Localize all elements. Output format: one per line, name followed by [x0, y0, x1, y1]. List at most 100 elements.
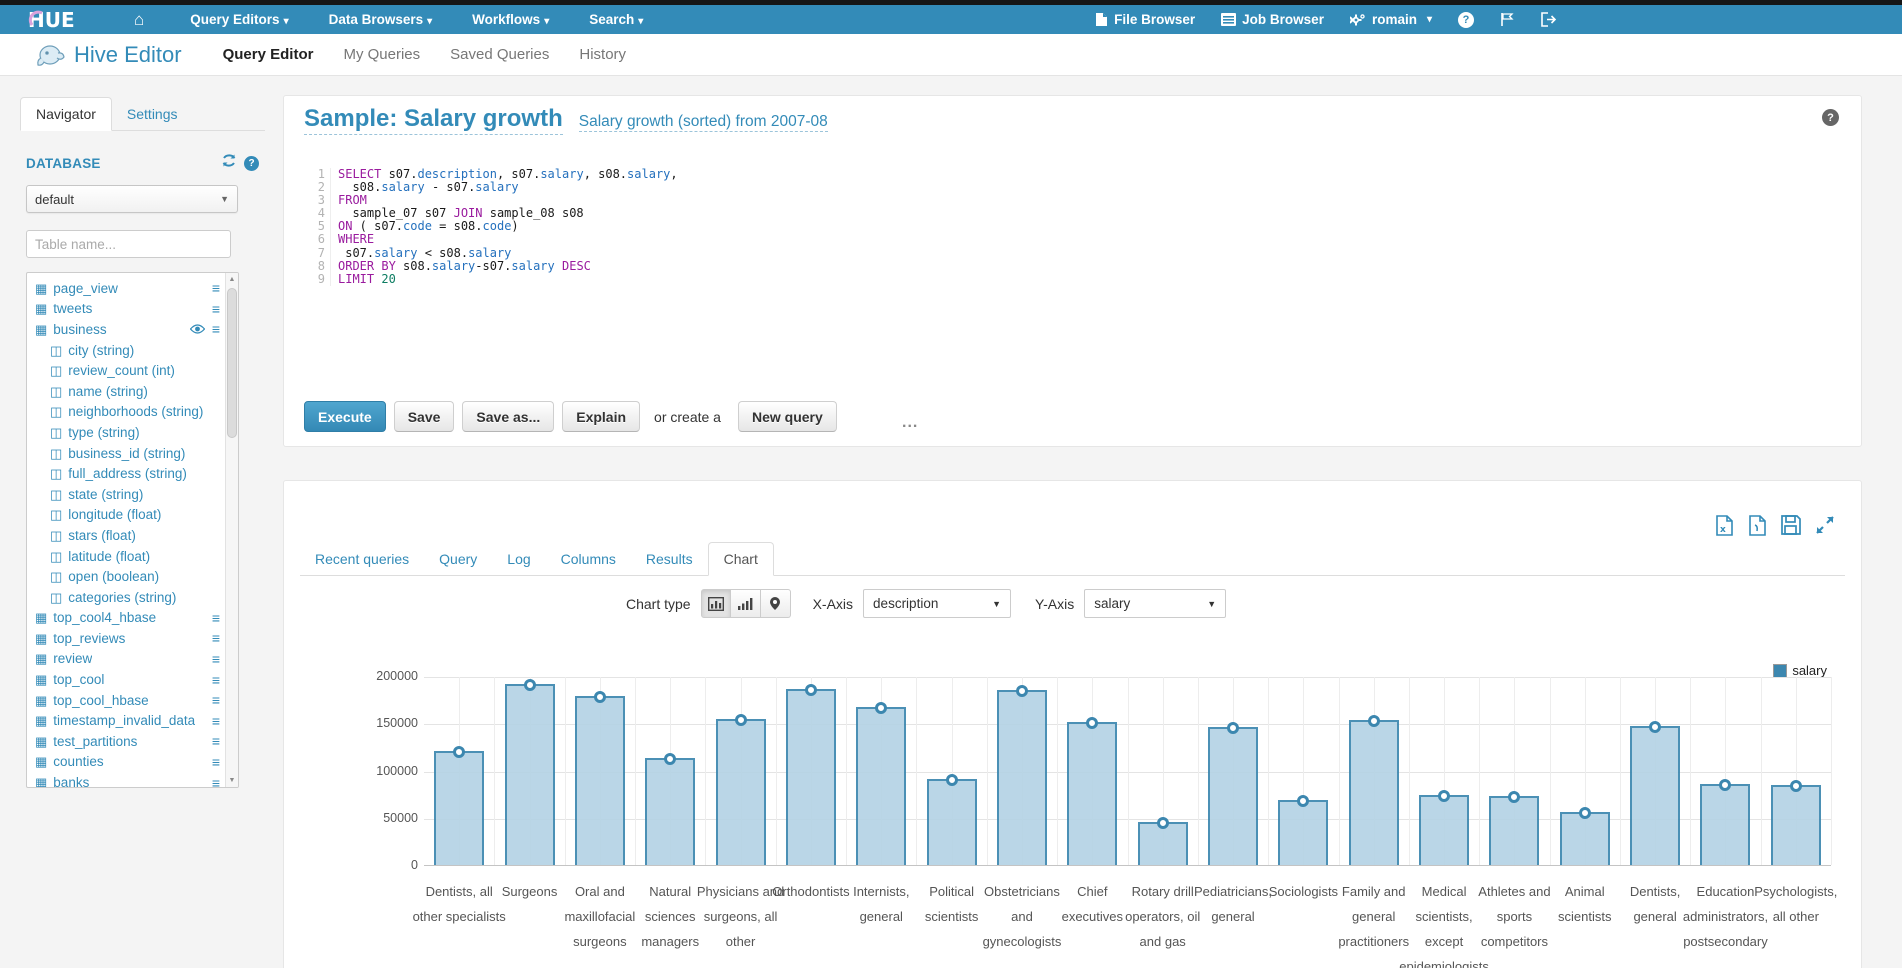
column-icon: ◫ — [50, 466, 63, 482]
menu-data-browsers[interactable]: Data Browsers ▾ — [328, 12, 433, 27]
column-item[interactable]: ◫ city (string) — [27, 340, 238, 361]
chart-type-line-button[interactable] — [730, 589, 761, 618]
scroll-up-icon[interactable]: ▲ — [228, 276, 236, 283]
scrollbar-thumb[interactable] — [227, 288, 237, 438]
row-list-icon[interactable]: ≡ — [211, 650, 220, 667]
chart-legend[interactable]: salary — [1773, 663, 1827, 678]
row-list-icon[interactable]: ≡ — [211, 753, 220, 770]
bar-marker-7 — [945, 774, 958, 787]
column-label: type (string) — [68, 424, 140, 440]
flag-icon[interactable] — [1500, 12, 1515, 27]
result-tab-results[interactable]: Results — [645, 551, 693, 567]
table-filter-input[interactable] — [26, 230, 231, 258]
eye-icon[interactable] — [189, 322, 206, 337]
tab-history[interactable]: History — [579, 46, 627, 63]
execute-button[interactable]: Execute — [304, 401, 386, 432]
sign-out-icon[interactable] — [1541, 12, 1557, 27]
column-item[interactable]: ◫ full_address (string) — [27, 463, 238, 484]
scrollbar[interactable]: ▲ ▼ — [225, 273, 238, 787]
query-help-icon[interactable]: ? — [1822, 109, 1839, 126]
row-list-icon[interactable]: ≡ — [211, 692, 220, 709]
download-csv-icon[interactable] — [1748, 515, 1767, 536]
column-item[interactable]: ◫ neighborhoods (string) — [27, 402, 238, 423]
table-item[interactable]: ▦ top_reviews ≡ — [27, 628, 238, 649]
user-menu[interactable]: romain ▾ — [1349, 12, 1432, 27]
row-list-icon[interactable]: ≡ — [211, 774, 220, 788]
hue-logo[interactable]: HUE — [28, 9, 100, 31]
result-tab-query[interactable]: Query — [439, 551, 478, 567]
download-xls-icon[interactable]: x — [1715, 515, 1734, 536]
row-list-icon[interactable]: ≡ — [211, 712, 220, 729]
column-item[interactable]: ◫ open (boolean) — [27, 566, 238, 587]
new-query-button[interactable]: New query — [737, 401, 837, 432]
editor-resize-handle[interactable]: ... — [902, 414, 919, 431]
menu-search[interactable]: Search ▾ — [589, 12, 644, 27]
result-tab-log[interactable]: Log — [507, 551, 531, 567]
query-subtitle-link[interactable]: Salary growth (sorted) from 2007-08 — [578, 113, 828, 132]
chart-type-map-button[interactable] — [760, 589, 791, 618]
result-tab-columns[interactable]: Columns — [560, 551, 616, 567]
row-list-icon[interactable]: ≡ — [211, 300, 220, 317]
refresh-icon[interactable] — [221, 153, 237, 173]
column-item[interactable]: ◫ categories (string) — [27, 587, 238, 608]
column-item[interactable]: ◫ stars (float) — [27, 525, 238, 546]
column-item[interactable]: ◫ name (string) — [27, 381, 238, 402]
row-list-icon[interactable]: ≡ — [211, 671, 220, 688]
result-tab-chart[interactable]: Chart — [707, 542, 774, 576]
row-list-icon[interactable]: ≡ — [211, 321, 220, 338]
result-tab-recent-queries[interactable]: Recent queries — [315, 551, 410, 567]
table-item[interactable]: ▦ top_cool ≡ — [27, 669, 238, 690]
gridline — [1831, 677, 1832, 865]
menu-query-editors[interactable]: Query Editors ▾ — [190, 12, 289, 27]
save-button[interactable]: Save — [393, 401, 455, 432]
table-item[interactable]: ▦ test_partitions ≡ — [27, 731, 238, 752]
explain-button[interactable]: Explain — [562, 401, 641, 432]
help-icon[interactable]: ? — [1458, 11, 1474, 28]
query-title[interactable]: Sample: Salary growth — [304, 105, 563, 135]
column-item[interactable]: ◫ type (string) — [27, 422, 238, 443]
home-icon[interactable]: ⌂ — [134, 10, 145, 29]
table-item[interactable]: ▦ top_cool4_hbase ≡ — [27, 608, 238, 629]
bar-2 — [574, 696, 625, 865]
table-item[interactable]: ▦ banks ≡ — [27, 772, 238, 788]
table-item[interactable]: ▦ business ≡ — [27, 319, 238, 340]
table-item[interactable]: ▦ page_view ≡ — [27, 278, 238, 299]
row-list-icon[interactable]: ≡ — [211, 280, 220, 297]
y-axis-select[interactable]: salary ▼ — [1084, 589, 1227, 618]
table-label: top_reviews — [53, 630, 126, 646]
table-item[interactable]: ▦ counties ≡ — [27, 752, 238, 773]
column-item[interactable]: ◫ longitude (float) — [27, 505, 238, 526]
database-select[interactable]: default ▼ — [26, 185, 238, 213]
table-item[interactable]: ▦ review ≡ — [27, 649, 238, 670]
save-results-icon[interactable] — [1781, 515, 1801, 536]
column-item[interactable]: ◫ latitude (float) — [27, 546, 238, 567]
column-item[interactable]: ◫ review_count (int) — [27, 360, 238, 381]
code-text: s08.salary - s07.salary — [338, 180, 519, 195]
column-label: state (string) — [68, 486, 144, 502]
row-list-icon[interactable]: ≡ — [211, 733, 220, 750]
chart-type-bars-button[interactable] — [700, 589, 731, 618]
tab-my-queries[interactable]: My Queries — [343, 46, 421, 63]
expand-icon[interactable] — [1815, 515, 1835, 536]
database-help-icon[interactable]: ? — [244, 155, 259, 171]
tab-settings[interactable]: Settings — [126, 106, 178, 122]
scroll-down-icon[interactable]: ▼ — [228, 777, 236, 784]
row-list-icon[interactable]: ≡ — [211, 630, 220, 647]
x-axis-select[interactable]: description ▼ — [863, 589, 1012, 618]
job-browser-link[interactable]: Job Browser — [1221, 12, 1324, 27]
column-item[interactable]: ◫ state (string) — [27, 484, 238, 505]
table-item[interactable]: ▦ tweets ≡ — [27, 299, 238, 320]
app-title[interactable]: Hive Editor — [74, 41, 182, 67]
tab-query-editor[interactable]: Query Editor — [222, 46, 314, 63]
menu-workflows[interactable]: Workflows ▾ — [472, 12, 550, 27]
save-as-button[interactable]: Save as... — [462, 401, 555, 432]
x-axis-labels: Dentists, all other specialists Surgeons O… — [413, 879, 1838, 968]
tab-navigator[interactable]: Navigator — [20, 97, 112, 131]
table-item[interactable]: ▦ timestamp_invalid_data ≡ — [27, 710, 238, 731]
file-browser-link[interactable]: File Browser — [1095, 12, 1195, 27]
row-list-icon[interactable]: ≡ — [211, 609, 220, 626]
table-item[interactable]: ▦ top_cool_hbase ≡ — [27, 690, 238, 711]
column-item[interactable]: ◫ business_id (string) — [27, 443, 238, 464]
tab-saved-queries[interactable]: Saved Queries — [450, 46, 550, 63]
sql-editor[interactable]: 1 SELECT s07.description, s07.salary, s08… — [304, 167, 1858, 393]
